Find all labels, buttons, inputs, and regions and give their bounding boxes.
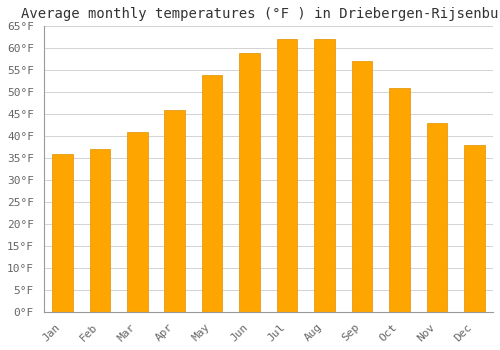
Bar	[426, 123, 447, 312]
Bar	[127, 132, 148, 312]
Bar	[164, 110, 185, 312]
Bar	[52, 154, 72, 312]
Bar	[389, 88, 409, 312]
Bar	[352, 62, 372, 312]
Bar	[202, 75, 222, 312]
Bar	[90, 149, 110, 312]
Bar	[277, 40, 297, 312]
Bar	[314, 40, 335, 312]
Bar	[464, 145, 484, 312]
Title: Average monthly temperatures (°F ) in Driebergen-Rijsenburg: Average monthly temperatures (°F ) in Dr…	[22, 7, 500, 21]
Bar	[240, 52, 260, 312]
